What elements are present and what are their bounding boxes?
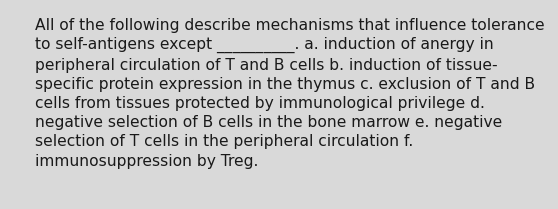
Text: All of the following describe mechanisms that influence tolerance
to self-antige: All of the following describe mechanisms… [35, 18, 545, 169]
